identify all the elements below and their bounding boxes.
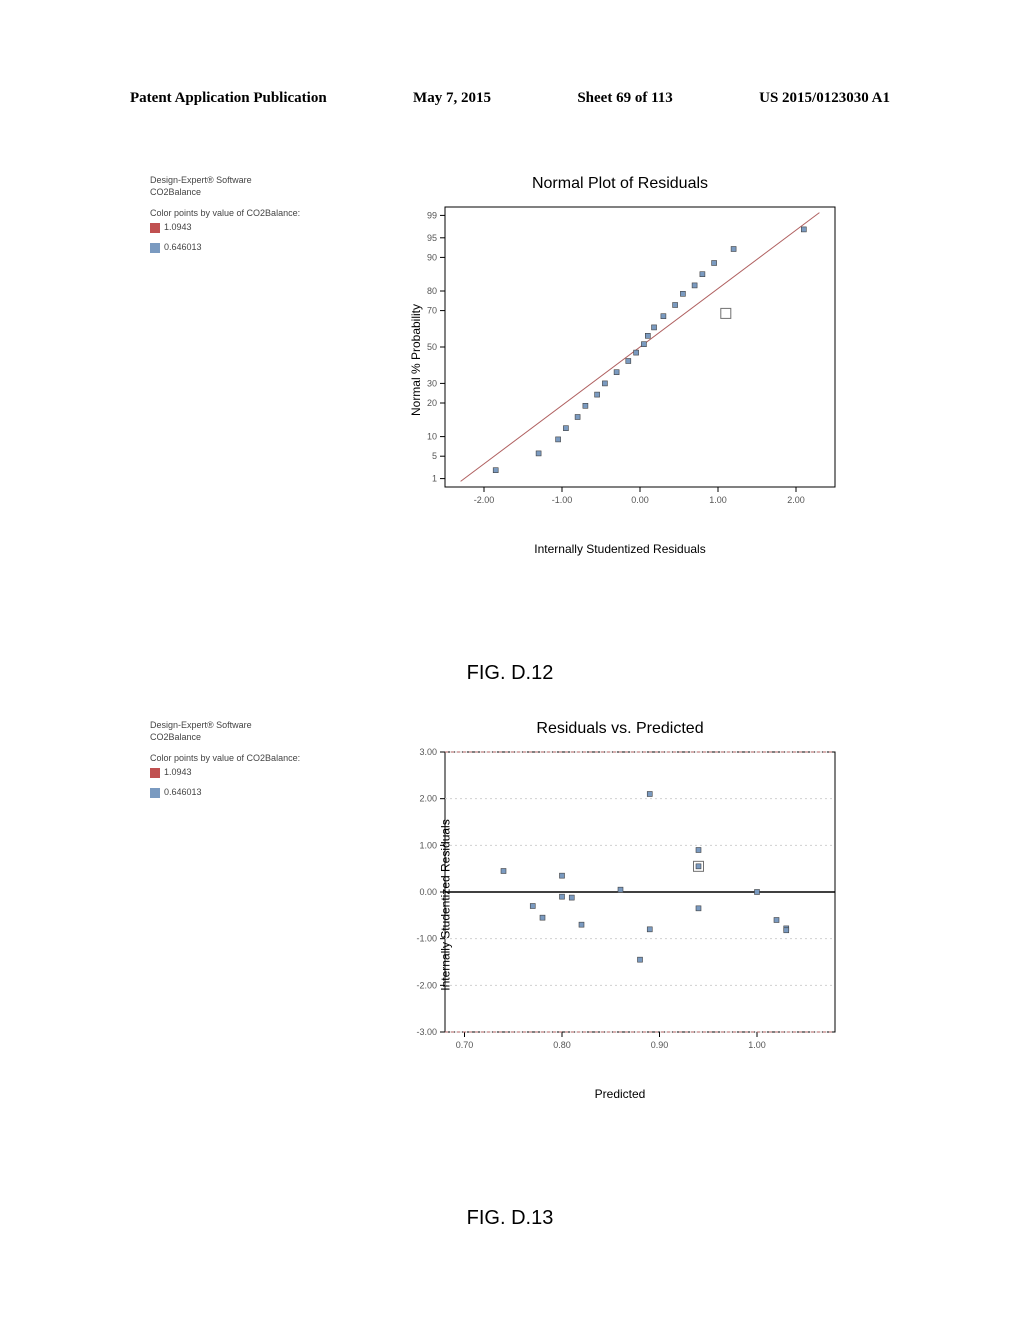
x-label-1: Internally Studentized Residuals [390, 542, 850, 556]
svg-text:80: 80 [427, 286, 437, 296]
svg-text:1.00: 1.00 [748, 1040, 766, 1050]
plot-title-2: Residuals vs. Predicted [390, 720, 850, 738]
figure-d12: Design-Expert® Software CO2Balance Color… [130, 175, 890, 645]
svg-text:99: 99 [427, 210, 437, 220]
svg-text:0.80: 0.80 [553, 1040, 571, 1050]
legend-colorby-2: Color points by value of CO2Balance: [150, 753, 305, 765]
svg-text:20: 20 [427, 398, 437, 408]
swatch-max-icon-2 [150, 768, 160, 778]
figure-caption-2: FIG. D.13 [130, 1207, 890, 1230]
svg-text:-3.00: -3.00 [416, 1027, 437, 1037]
svg-text:3.00: 3.00 [419, 747, 437, 757]
svg-text:70: 70 [427, 306, 437, 316]
legend-box-1: Design-Expert® Software CO2Balance Color… [150, 175, 305, 253]
swatch-min-icon [150, 243, 160, 253]
svg-text:2.00: 2.00 [419, 794, 437, 804]
residuals-plot-svg: -3.00 -2.00 -1.00 0.00 1.00 2.00 3.00 0.70 0.80 0… [390, 742, 850, 1062]
swatch-max-label: 1.0943 [164, 222, 192, 234]
legend-software: Design-Expert® Software [150, 175, 305, 187]
figure-caption-1: FIG. D.12 [130, 662, 890, 685]
svg-text:90: 90 [427, 252, 437, 262]
svg-text:95: 95 [427, 233, 437, 243]
legend-software-2: Design-Expert® Software [150, 720, 305, 732]
swatch-max-icon [150, 223, 160, 233]
plot-title-1: Normal Plot of Residuals [390, 175, 850, 193]
swatch-max-label-2: 1.0943 [164, 767, 192, 779]
svg-text:1: 1 [432, 474, 437, 484]
header-left: Patent Application Publication [130, 90, 327, 107]
legend-box-2: Design-Expert® Software CO2Balance Color… [150, 720, 305, 798]
svg-text:1.00: 1.00 [419, 840, 437, 850]
swatch-min-icon-2 [150, 788, 160, 798]
x-label-2: Predicted [390, 1087, 850, 1101]
svg-text:10: 10 [427, 432, 437, 442]
svg-text:-2.00: -2.00 [416, 980, 437, 990]
page-header: Patent Application Publication May 7, 20… [130, 90, 890, 107]
svg-text:-1.00: -1.00 [552, 495, 573, 505]
plot-area-2: Residuals vs. Predicted Internally Stude… [390, 720, 850, 1090]
svg-text:-1.00: -1.00 [416, 934, 437, 944]
legend-colorby: Color points by value of CO2Balance: [150, 208, 305, 220]
svg-text:0.00: 0.00 [631, 495, 649, 505]
svg-text:0.90: 0.90 [651, 1040, 669, 1050]
swatch-min-label-2: 0.646013 [164, 787, 202, 799]
qq-plot-svg: -2.00 -1.00 0.00 1.00 2.00 1 5 10 20 30 50 70 80 90 95… [390, 197, 850, 517]
svg-text:50: 50 [427, 342, 437, 352]
legend-response: CO2Balance [150, 187, 305, 199]
legend-response-2: CO2Balance [150, 732, 305, 744]
swatch-min-label: 0.646013 [164, 242, 202, 254]
figure-d13: Design-Expert® Software CO2Balance Color… [130, 720, 890, 1190]
svg-text:0.00: 0.00 [419, 887, 437, 897]
svg-text:-2.00: -2.00 [474, 495, 495, 505]
plot-area-1: Normal Plot of Residuals Normal % Probab… [390, 175, 850, 545]
y-label-1: Normal % Probability [409, 304, 423, 416]
y-label-2: Internally Studentized Residuals [439, 819, 453, 990]
svg-text:2.00: 2.00 [787, 495, 805, 505]
svg-text:0.70: 0.70 [456, 1040, 474, 1050]
svg-text:5: 5 [432, 451, 437, 461]
header-right: US 2015/0123030 A1 [759, 90, 890, 107]
svg-text:1.00: 1.00 [709, 495, 727, 505]
header-center: May 7, 2015 [413, 90, 491, 107]
header-sheet: Sheet 69 of 113 [577, 90, 672, 107]
svg-text:30: 30 [427, 378, 437, 388]
